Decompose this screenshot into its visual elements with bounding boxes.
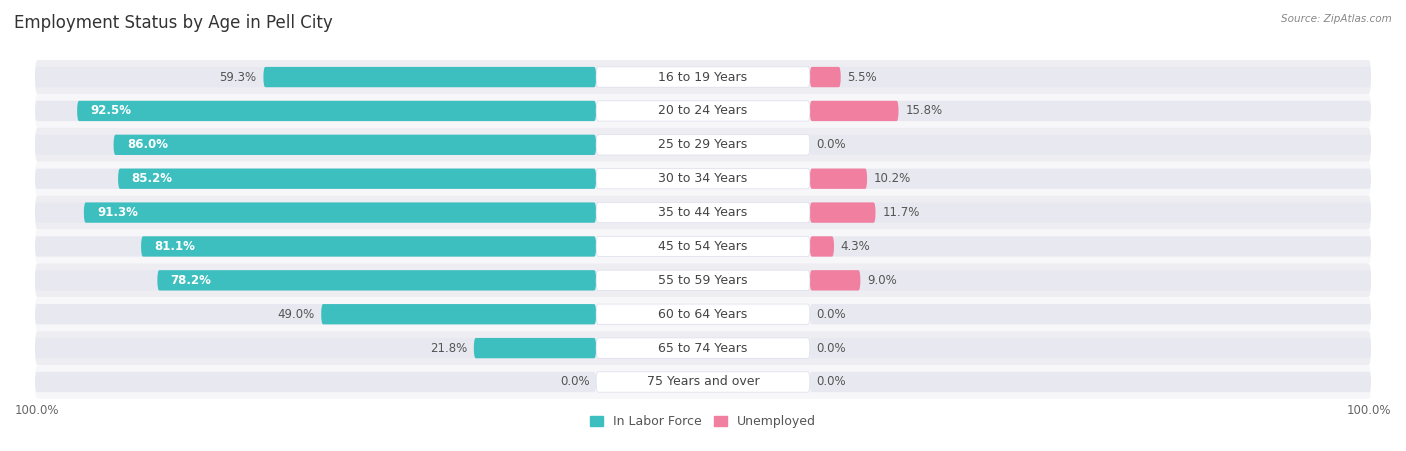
FancyBboxPatch shape: [596, 270, 810, 290]
FancyBboxPatch shape: [263, 67, 596, 87]
FancyBboxPatch shape: [35, 94, 1371, 128]
FancyBboxPatch shape: [157, 270, 596, 290]
Text: 86.0%: 86.0%: [127, 138, 167, 152]
Text: 35 to 44 Years: 35 to 44 Years: [658, 206, 748, 219]
Text: 49.0%: 49.0%: [277, 308, 315, 321]
Text: 0.0%: 0.0%: [560, 376, 589, 388]
Text: Employment Status by Age in Pell City: Employment Status by Age in Pell City: [14, 14, 333, 32]
FancyBboxPatch shape: [810, 270, 1371, 290]
FancyBboxPatch shape: [321, 304, 596, 324]
Text: 100.0%: 100.0%: [15, 404, 59, 417]
FancyBboxPatch shape: [35, 297, 1371, 331]
FancyBboxPatch shape: [596, 236, 810, 257]
Text: 0.0%: 0.0%: [817, 308, 846, 321]
FancyBboxPatch shape: [35, 236, 596, 257]
FancyBboxPatch shape: [810, 202, 1371, 223]
Text: 11.7%: 11.7%: [882, 206, 920, 219]
Text: 5.5%: 5.5%: [848, 70, 877, 83]
FancyBboxPatch shape: [810, 202, 876, 223]
FancyBboxPatch shape: [35, 60, 1371, 94]
FancyBboxPatch shape: [596, 169, 810, 189]
FancyBboxPatch shape: [810, 304, 1371, 324]
FancyBboxPatch shape: [35, 169, 596, 189]
FancyBboxPatch shape: [810, 236, 1371, 257]
FancyBboxPatch shape: [596, 135, 810, 155]
Text: 55 to 59 Years: 55 to 59 Years: [658, 274, 748, 287]
FancyBboxPatch shape: [810, 101, 898, 121]
FancyBboxPatch shape: [35, 202, 596, 223]
FancyBboxPatch shape: [114, 135, 596, 155]
FancyBboxPatch shape: [810, 169, 1371, 189]
Text: 65 to 74 Years: 65 to 74 Years: [658, 341, 748, 354]
FancyBboxPatch shape: [35, 331, 1371, 365]
Text: 10.2%: 10.2%: [873, 172, 911, 185]
Text: 0.0%: 0.0%: [817, 341, 846, 354]
FancyBboxPatch shape: [84, 202, 596, 223]
Text: 45 to 54 Years: 45 to 54 Years: [658, 240, 748, 253]
FancyBboxPatch shape: [35, 263, 1371, 297]
FancyBboxPatch shape: [810, 270, 860, 290]
FancyBboxPatch shape: [596, 372, 810, 392]
FancyBboxPatch shape: [35, 365, 1371, 399]
FancyBboxPatch shape: [596, 101, 810, 121]
FancyBboxPatch shape: [35, 67, 596, 87]
Text: 75 Years and over: 75 Years and over: [647, 376, 759, 388]
Legend: In Labor Force, Unemployed: In Labor Force, Unemployed: [591, 415, 815, 428]
FancyBboxPatch shape: [77, 101, 596, 121]
Text: 20 to 24 Years: 20 to 24 Years: [658, 105, 748, 117]
Text: 85.2%: 85.2%: [131, 172, 173, 185]
FancyBboxPatch shape: [474, 338, 596, 358]
FancyBboxPatch shape: [810, 101, 1371, 121]
FancyBboxPatch shape: [596, 338, 810, 358]
FancyBboxPatch shape: [35, 338, 596, 358]
FancyBboxPatch shape: [35, 135, 596, 155]
Text: 30 to 34 Years: 30 to 34 Years: [658, 172, 748, 185]
FancyBboxPatch shape: [596, 67, 810, 87]
FancyBboxPatch shape: [810, 67, 841, 87]
Text: 4.3%: 4.3%: [841, 240, 870, 253]
Text: 91.3%: 91.3%: [97, 206, 138, 219]
Text: 59.3%: 59.3%: [219, 70, 257, 83]
FancyBboxPatch shape: [810, 135, 1371, 155]
FancyBboxPatch shape: [596, 304, 810, 324]
FancyBboxPatch shape: [810, 338, 1371, 358]
Text: 15.8%: 15.8%: [905, 105, 942, 117]
FancyBboxPatch shape: [596, 202, 810, 223]
FancyBboxPatch shape: [35, 101, 596, 121]
Text: 60 to 64 Years: 60 to 64 Years: [658, 308, 748, 321]
Text: 21.8%: 21.8%: [430, 341, 467, 354]
Text: 78.2%: 78.2%: [170, 274, 211, 287]
Text: 92.5%: 92.5%: [90, 105, 132, 117]
FancyBboxPatch shape: [35, 196, 1371, 230]
FancyBboxPatch shape: [35, 128, 1371, 162]
FancyBboxPatch shape: [35, 230, 1371, 263]
Text: 0.0%: 0.0%: [817, 376, 846, 388]
FancyBboxPatch shape: [141, 236, 596, 257]
FancyBboxPatch shape: [810, 372, 1371, 392]
Text: 25 to 29 Years: 25 to 29 Years: [658, 138, 748, 152]
FancyBboxPatch shape: [35, 372, 596, 392]
Text: Source: ZipAtlas.com: Source: ZipAtlas.com: [1281, 14, 1392, 23]
FancyBboxPatch shape: [810, 236, 834, 257]
FancyBboxPatch shape: [35, 270, 596, 290]
FancyBboxPatch shape: [810, 169, 868, 189]
Text: 81.1%: 81.1%: [155, 240, 195, 253]
Text: 100.0%: 100.0%: [1347, 404, 1391, 417]
Text: 0.0%: 0.0%: [817, 138, 846, 152]
FancyBboxPatch shape: [810, 67, 1371, 87]
FancyBboxPatch shape: [35, 162, 1371, 196]
Text: 9.0%: 9.0%: [868, 274, 897, 287]
FancyBboxPatch shape: [35, 304, 596, 324]
FancyBboxPatch shape: [118, 169, 596, 189]
Text: 16 to 19 Years: 16 to 19 Years: [658, 70, 748, 83]
